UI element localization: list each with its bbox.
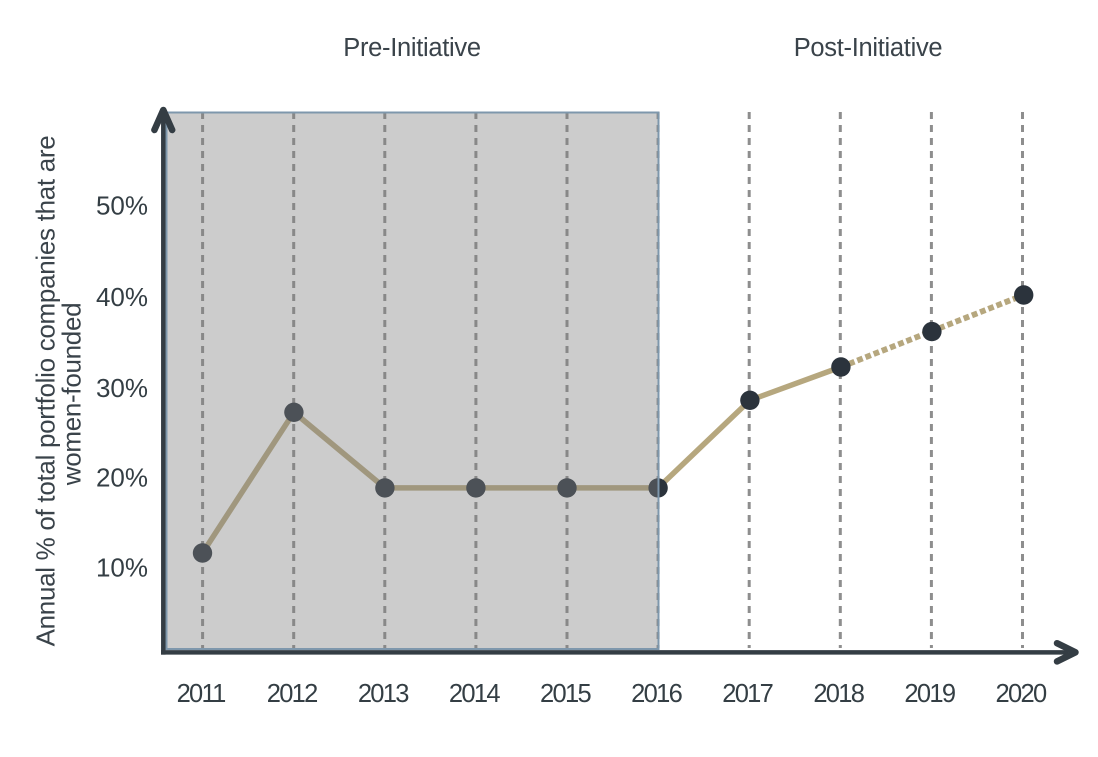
svg-text:30%: 30% [96, 373, 148, 403]
svg-text:2011: 2011 [177, 680, 226, 708]
svg-text:2014: 2014 [449, 680, 500, 708]
svg-text:2018: 2018 [813, 680, 864, 708]
svg-text:2012: 2012 [267, 680, 317, 708]
svg-text:women-founded: women-founded [56, 303, 86, 487]
svg-text:20%: 20% [96, 463, 148, 493]
svg-text:2020: 2020 [996, 680, 1047, 708]
svg-text:2017: 2017 [722, 680, 772, 708]
svg-text:2016: 2016 [631, 680, 682, 708]
svg-text:Annual % of total portfolio co: Annual % of total portfolio companies th… [31, 136, 61, 647]
svg-text:Post-Initiative: Post-Initiative [794, 34, 943, 62]
svg-text:Pre-Initiative: Pre-Initiative [343, 34, 481, 62]
svg-text:2013: 2013 [358, 680, 409, 708]
svg-text:2015: 2015 [540, 680, 591, 708]
svg-text:40%: 40% [96, 282, 148, 312]
svg-text:10%: 10% [96, 553, 148, 583]
svg-text:50%: 50% [96, 190, 148, 220]
svg-text:2019: 2019 [904, 680, 954, 708]
